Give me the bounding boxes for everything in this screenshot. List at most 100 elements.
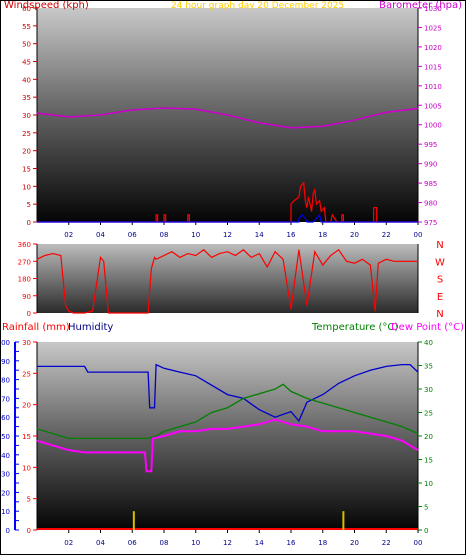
panel-1-left-tick-label: 25 <box>22 130 31 138</box>
panel-2-point-direction <box>322 264 324 266</box>
panel-3-point-temp <box>84 437 86 439</box>
panel-1-left-tick-label: 35 <box>22 94 31 102</box>
panel-3-point-dew <box>150 470 152 472</box>
panel-1-right-tick-label: 1030 <box>424 5 442 13</box>
chart-title: 24 hour graph day 20 December 2025 <box>171 1 344 11</box>
panel-1-right-tick-label: 1000 <box>424 122 442 130</box>
panel-3-point-dew <box>115 452 117 453</box>
panel-1-point-wind <box>319 200 320 202</box>
panel-2-point-direction <box>52 253 54 254</box>
panel-3-point-humidity <box>290 411 292 412</box>
panel-3-point-dew <box>322 430 324 432</box>
panel-2-point-direction <box>369 264 371 266</box>
panel-3-humidity-tick-label: 70 <box>1 395 10 403</box>
panel-2-point-direction <box>258 253 260 254</box>
panel-3-point-dew <box>68 449 70 451</box>
panel-1-point-wind <box>298 196 300 198</box>
panel-1-point-baro <box>417 107 419 109</box>
panel-1-left-tick-label: 45 <box>22 59 31 67</box>
panel-2-point-direction <box>92 310 93 312</box>
panel-3-temp-axis-title: Temperature (°C) <box>311 322 398 333</box>
panel-1-point-gust <box>298 218 300 219</box>
panel-3-point-temp <box>155 435 157 437</box>
panel-2-point-direction <box>346 260 347 262</box>
panel-3-point-temp <box>306 398 308 399</box>
panel-1-point-gust <box>298 221 300 223</box>
panel-3-point-temp <box>354 412 355 413</box>
panel-1-x-tick-label: 06 <box>128 231 137 239</box>
panel-1-point-baro <box>36 112 38 114</box>
panel-3-point-humidity <box>154 407 155 409</box>
panel-2-left-tick-label: 270 <box>18 258 31 266</box>
panel-2-point-direction <box>242 249 244 251</box>
panel-1-right-tick-label: 990 <box>424 161 437 169</box>
panel-1-point-baro <box>385 111 387 113</box>
panel-3-point-temp <box>227 407 228 409</box>
panel-2-point-direction <box>211 257 213 258</box>
panel-1-point-wind <box>308 196 309 198</box>
panel-1-right-tick-label: 980 <box>424 200 437 208</box>
panel-1-point-wind <box>304 200 306 202</box>
panel-1-point-wind <box>373 207 374 209</box>
panel-1-point-gust <box>306 221 308 223</box>
panel-2-point-direction <box>266 266 268 268</box>
panel-1-point-gust <box>319 214 320 216</box>
panel-2-point-direction <box>417 260 419 262</box>
panel-3-humidity-axis-title: Humidity <box>68 322 113 333</box>
panel-3-x-tick-label: 12 <box>223 539 232 547</box>
panel-3-point-humidity <box>36 366 38 367</box>
panel-3-point-temp <box>401 426 403 427</box>
panel-3-temp-tick-label: 5 <box>424 504 428 512</box>
panel-1-point-baro <box>68 116 70 118</box>
panel-2-point-direction <box>314 251 316 253</box>
panel-2-point-direction <box>338 249 340 251</box>
panel-3-point-dew <box>84 452 86 453</box>
panel-2-point-direction <box>36 258 38 260</box>
panel-3-point-humidity <box>354 375 355 377</box>
panel-2-point-direction <box>385 258 387 260</box>
panel-3-point-dew <box>52 445 54 446</box>
panel-1-point-wind <box>303 182 305 184</box>
panel-3-point-dew <box>258 423 260 425</box>
panel-3-x-tick-label: 04 <box>96 539 105 547</box>
panel-1-point-baro <box>227 114 228 116</box>
panel-3-point-temp <box>338 407 340 409</box>
panel-3-rain-tick-label: 15 <box>22 433 31 441</box>
panel-1-point-wind <box>342 214 344 216</box>
panel-2-compass-letter: E <box>437 292 443 303</box>
panel-1-point-baro <box>195 108 197 110</box>
panel-1-point-gust <box>417 221 419 223</box>
panel-3-point-dew <box>401 440 403 442</box>
panel-3-point-temp <box>100 437 101 439</box>
panel-3-point-humidity <box>417 371 419 373</box>
panel-3-point-dew <box>242 426 244 427</box>
panel-3-point-temp <box>385 421 387 423</box>
panel-3-x-tick-label: 00 <box>414 539 423 547</box>
panel-1-x-tick-label: 20 <box>350 231 359 239</box>
panel-3-point-dew <box>211 428 213 430</box>
panel-2-point-direction <box>274 251 276 253</box>
panel-2-point-direction <box>100 257 101 258</box>
panel-3-rain-tick-label: 0 <box>27 527 31 535</box>
panel-3-rain-tick-label: 20 <box>22 402 31 410</box>
panel-3-humidity-tick-label: 90 <box>1 358 10 366</box>
panel-3-point-dew <box>131 452 133 453</box>
panel-3-point-humidity <box>149 407 151 409</box>
panel-1-right-tick-label: 995 <box>424 141 437 149</box>
panel-1-point-baro <box>258 122 260 124</box>
panel-1-point-baro <box>163 107 165 109</box>
panel-3-point-humidity <box>87 371 89 373</box>
panel-1-point-wind <box>311 210 313 212</box>
panel-3-x-tick-label: 14 <box>255 539 264 547</box>
panel-1-left-tick-label: 15 <box>22 166 31 174</box>
panel-1-right-tick-label: 1010 <box>424 83 442 91</box>
panel-3-temp-tick-label: 0 <box>424 527 428 535</box>
panel-1-point-baro <box>354 119 355 121</box>
panel-1-point-baro <box>100 114 101 116</box>
panel-3-humidity-tick-label: 0 <box>6 527 10 535</box>
panel-3-point-dew <box>144 452 146 453</box>
panel-2-point-direction <box>103 260 105 262</box>
panel-3-humidity-tick-label: 30 <box>1 471 10 479</box>
panel-1-point-wind <box>165 214 166 216</box>
panel-1-left-tick-label: 50 <box>22 41 31 49</box>
